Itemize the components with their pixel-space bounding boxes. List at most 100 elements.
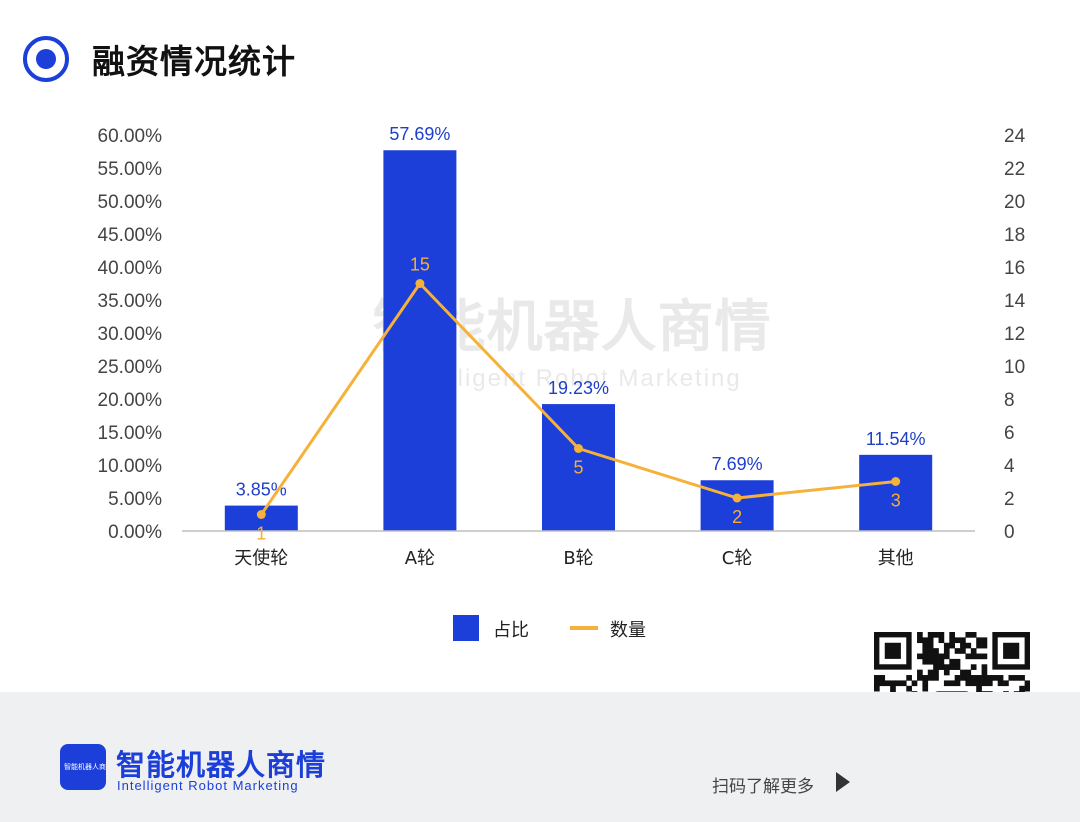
left-tick-label: 30.00% [98, 324, 163, 345]
brand-logo-icon: 智能机器人商情 [60, 744, 106, 790]
qr-module [927, 669, 934, 676]
qr-module [933, 653, 939, 660]
qr-module [992, 675, 999, 681]
qr-module [943, 642, 950, 649]
qr-module [1024, 685, 1030, 692]
qr-module [874, 685, 880, 692]
scan-more-text[interactable]: 扫码了解更多 [712, 777, 814, 797]
bar-data-label: 19.23% [548, 378, 609, 398]
qr-module [954, 664, 961, 670]
qr-module [938, 653, 945, 660]
qr-module [981, 637, 988, 644]
qr-module [911, 680, 918, 687]
line-point [732, 493, 742, 503]
qr-module [890, 685, 896, 692]
qr-module [981, 664, 988, 670]
bar [383, 150, 457, 531]
bar [700, 480, 774, 531]
qr-module [954, 648, 961, 654]
qr-module [922, 648, 929, 654]
left-tick-label: 40.00% [98, 258, 163, 279]
header: 融资情况统计 [22, 34, 296, 84]
qr-module [949, 642, 955, 649]
qr-module [927, 637, 934, 644]
qr-module [981, 680, 988, 687]
qr-module [1003, 680, 1009, 687]
qr-module [927, 642, 934, 649]
qr-module [981, 653, 988, 660]
qr-module [922, 685, 929, 692]
qr-module [970, 680, 977, 687]
left-tick-label: 35.00% [98, 291, 163, 312]
legend-label-bar: 占比 [493, 620, 529, 641]
qr-module [938, 658, 945, 665]
footer-brand-en: Intelligent Robot Marketing [117, 778, 299, 793]
left-tick-label: 55.00% [98, 159, 163, 180]
qr-finder-core [1003, 642, 1020, 659]
qr-module [922, 680, 929, 687]
qr-module [960, 648, 966, 654]
right-tick-label: 12 [1004, 324, 1025, 345]
qr-module [965, 675, 972, 681]
left-tick-label: 25.00% [98, 357, 163, 378]
right-tick-label: 4 [1004, 456, 1015, 477]
right-tick-label: 10 [1004, 357, 1025, 378]
qr-module [970, 664, 977, 670]
qr-module [970, 653, 977, 660]
qr-module [922, 637, 929, 644]
qr-module [917, 675, 923, 681]
line-point [256, 510, 266, 519]
qr-module [976, 642, 982, 649]
qr-module [943, 648, 950, 654]
qr-module [884, 680, 891, 687]
qr-module [906, 685, 912, 692]
qr-module [1019, 685, 1025, 692]
qr-module [981, 642, 988, 649]
qr-module [933, 664, 939, 670]
qr-module [1013, 675, 1020, 681]
qr-module [997, 680, 1004, 687]
qr-module [965, 680, 972, 687]
bar-data-label: 57.69% [389, 124, 450, 144]
line-data-label: 1 [256, 524, 266, 544]
qr-module [917, 637, 923, 644]
left-tick-label: 45.00% [98, 225, 163, 246]
logo-icon-text: 智能机器人商情 [64, 763, 106, 771]
left-tick-label: 20.00% [98, 390, 163, 411]
right-tick-label: 2 [1004, 489, 1015, 510]
right-tick-label: 14 [1004, 291, 1026, 312]
line-data-label: 5 [573, 458, 583, 478]
left-tick-label: 50.00% [98, 192, 163, 213]
qr-module [927, 648, 934, 654]
qr-module [938, 664, 945, 670]
qr-module [954, 675, 961, 681]
category-label: B轮 [563, 548, 593, 569]
qr-module [949, 658, 955, 665]
left-tick-label: 5.00% [108, 489, 162, 510]
legend-swatch-bar [453, 615, 479, 641]
legend-label-line: 数量 [610, 620, 646, 641]
qr-module [943, 669, 950, 676]
category-label: C轮 [722, 548, 753, 569]
funding-chart: 0.00% 5.00% 10.00% 15.00% 20.00% 25.00% 30.00%… [98, 124, 1026, 641]
qr-module [900, 680, 907, 687]
qr-module [960, 669, 966, 676]
right-tick-label: 20 [1004, 192, 1025, 213]
line-point [891, 477, 901, 486]
left-tick-label: 0.00% [108, 522, 162, 543]
qr-module [981, 675, 988, 681]
qr-module [960, 637, 966, 644]
footer-brand-cn: 智能机器人商情 [116, 748, 327, 782]
bar-data-label: 7.69% [712, 454, 763, 474]
qr-module [874, 675, 880, 681]
qr-module [879, 680, 886, 687]
qr-module [954, 637, 961, 644]
qr-module [938, 637, 945, 644]
bar-data-label: 11.54% [866, 429, 926, 449]
qr-module [949, 664, 955, 670]
x-axis: 天使轮 A轮 B轮 C轮 其他 [234, 548, 913, 569]
line-point [574, 444, 583, 453]
qr-module [981, 669, 988, 676]
category-label: A轮 [405, 548, 435, 569]
